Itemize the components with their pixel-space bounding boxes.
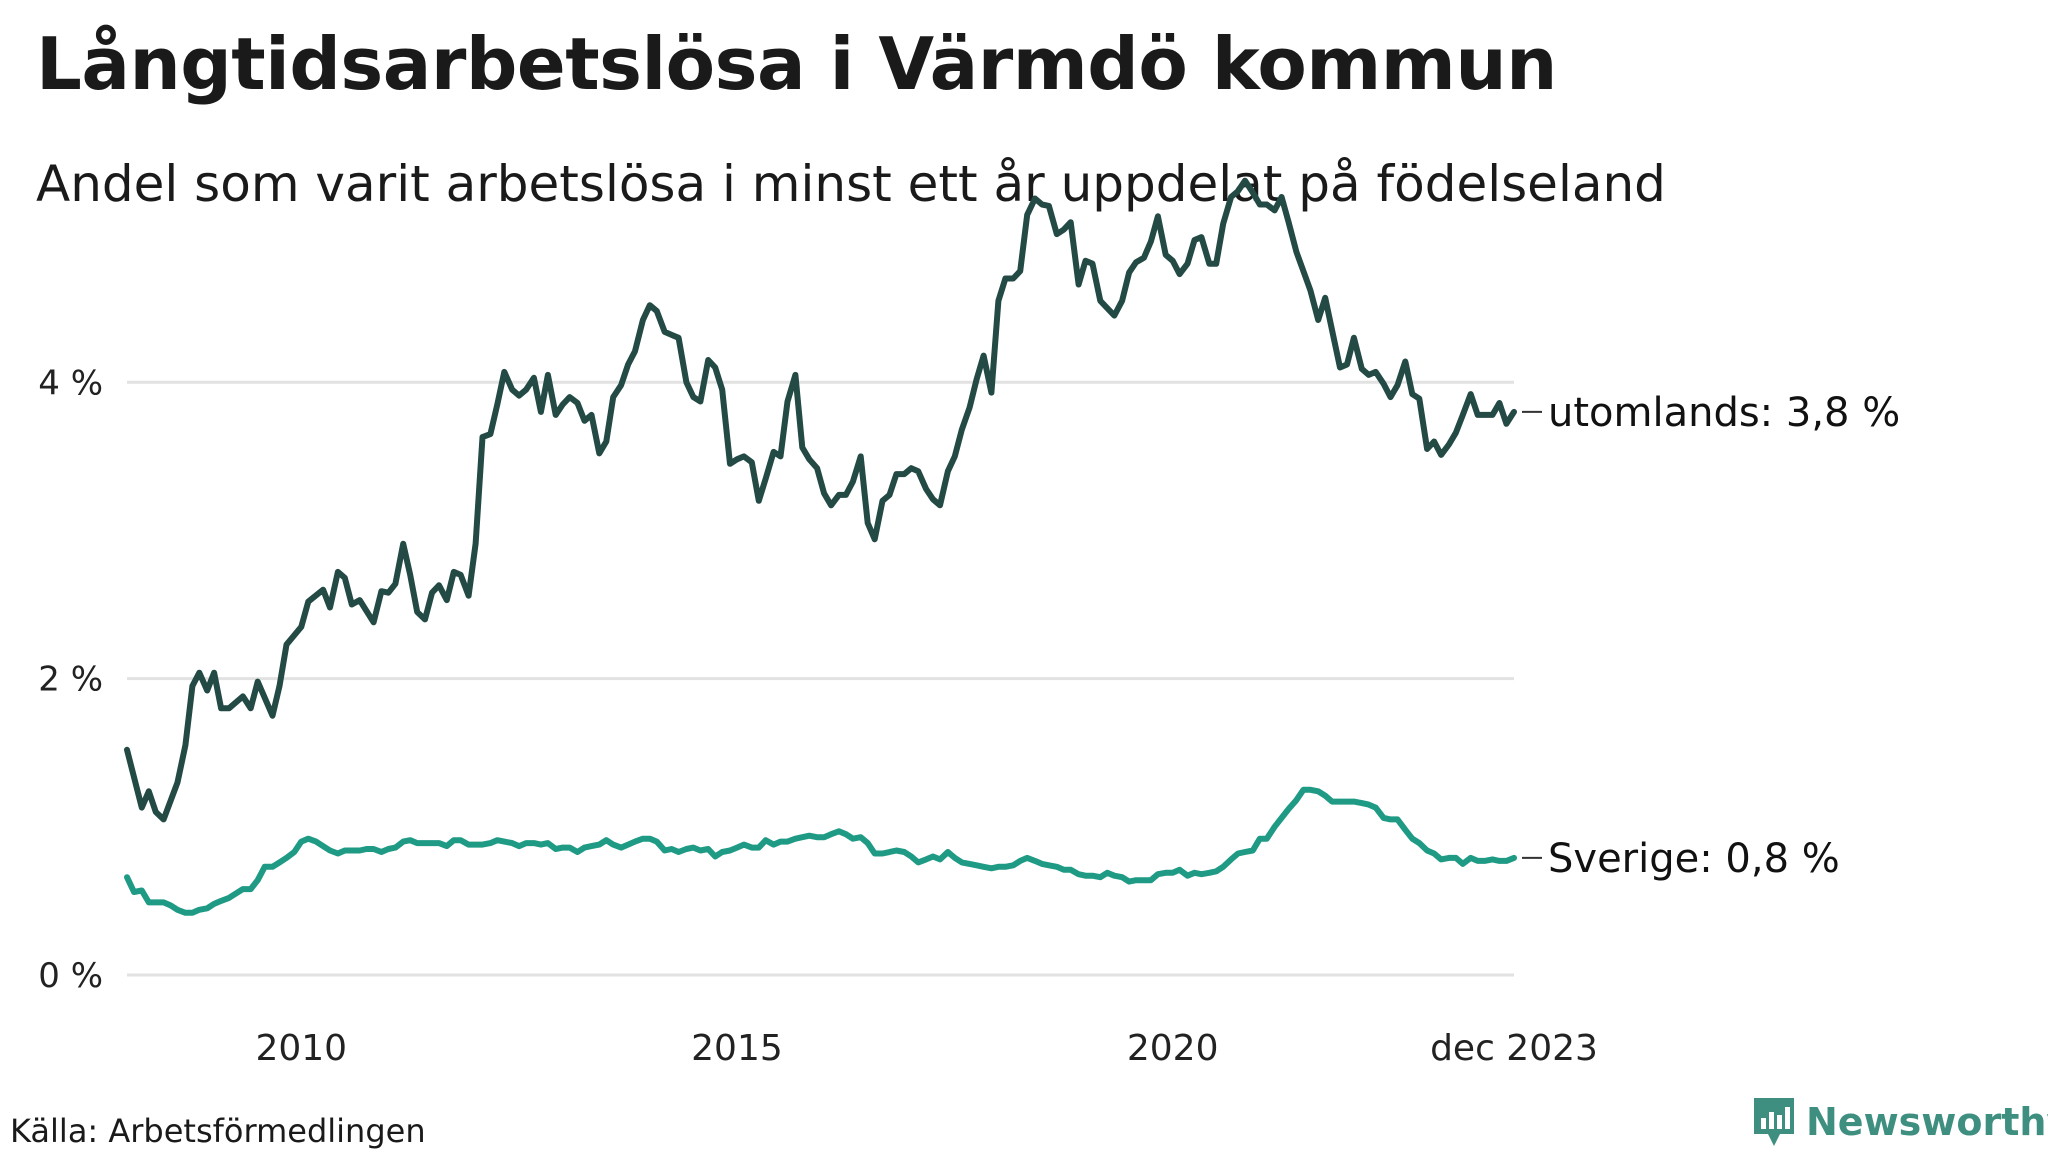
series-end-label: utomlands: 3,8 % xyxy=(1548,390,1900,436)
x-tick-label: 2020 xyxy=(1127,1028,1219,1069)
series-line-sverige xyxy=(124,786,1517,916)
brand-name: Newsworthy xyxy=(1806,1100,2048,1144)
series-lines xyxy=(124,177,1517,916)
x-tick-label: 2010 xyxy=(255,1028,347,1069)
series-end-label: Sverige: 0,8 % xyxy=(1548,836,1840,882)
x-tick-label: dec 2023 xyxy=(1430,1028,1598,1069)
series-end-labels: utomlands: 3,8 % Sverige: 0,8 % xyxy=(1522,390,1900,882)
source-note: Källa: Arbetsförmedlingen xyxy=(10,1112,426,1150)
chart-title: Långtidsarbetslösa i Värmdö kommun xyxy=(36,22,1557,106)
y-tick-label: 4 % xyxy=(38,363,103,403)
y-tick-label: 0 % xyxy=(38,956,103,996)
line-chart: 0 % 2 % 4 % 2010 2015 2020 dec 2023 utomlands… xyxy=(38,177,1900,1069)
gridlines xyxy=(127,380,1514,977)
chart-subtitle: Andel som varit arbetslösa i minst ett å… xyxy=(36,155,1666,213)
y-tick-label: 2 % xyxy=(38,660,103,700)
x-tick-label: 2015 xyxy=(691,1028,783,1069)
series-line-utomlands xyxy=(124,177,1517,823)
y-axis-ticks: 0 % 2 % 4 % xyxy=(38,363,103,996)
x-axis-ticks: 2010 2015 2020 dec 2023 xyxy=(255,1028,1597,1069)
brand-logo[interactable]: Newsworthy xyxy=(1752,1096,2048,1148)
newsworthy-logo-icon xyxy=(1754,1098,1794,1146)
